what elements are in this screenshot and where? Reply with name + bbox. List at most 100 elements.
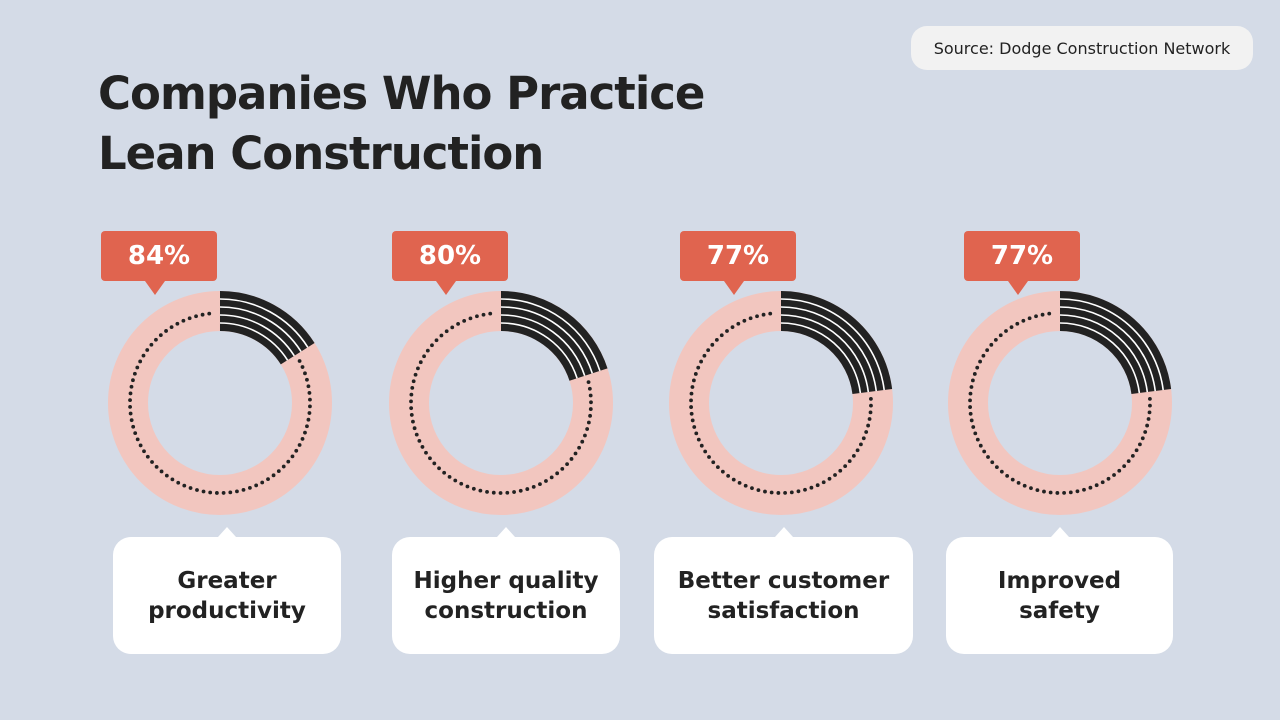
- value-dot: [306, 384, 311, 389]
- value-dot: [1027, 316, 1032, 321]
- value-dot: [719, 333, 724, 338]
- value-dot: [176, 480, 181, 485]
- value-dot: [281, 464, 286, 469]
- value-dot: [998, 333, 1003, 338]
- value-dot: [580, 439, 585, 444]
- value-dot: [129, 384, 134, 389]
- value-dot: [1048, 490, 1053, 495]
- value-dot: [970, 378, 975, 383]
- value-dot: [450, 325, 455, 330]
- value-dot: [518, 488, 523, 493]
- value-dot: [306, 417, 311, 422]
- value-dot: [968, 411, 973, 416]
- value-dot: [235, 489, 239, 494]
- value-dot: [1143, 430, 1148, 434]
- value-dot: [434, 338, 439, 343]
- value-dot: [699, 443, 704, 448]
- value-dot: [969, 385, 974, 389]
- value-dot: [978, 443, 983, 448]
- value-dot: [982, 449, 987, 454]
- arc-stripe: [219, 314, 295, 357]
- value-dot: [538, 482, 542, 487]
- value-dot: [1016, 481, 1021, 485]
- arc-stripe: [1059, 298, 1164, 391]
- value-dot: [300, 437, 305, 441]
- value-dot: [512, 490, 516, 494]
- value-dot: [424, 450, 428, 455]
- value-dot: [750, 486, 754, 491]
- value-dot: [462, 318, 467, 323]
- value-dot: [1146, 417, 1151, 421]
- value-dot: [481, 312, 486, 317]
- value-dot: [1117, 468, 1122, 473]
- value-dot: [815, 483, 820, 488]
- value-dot: [1082, 487, 1086, 492]
- value-dot: [1047, 311, 1052, 316]
- value-dot: [702, 353, 707, 358]
- value-dot: [1122, 464, 1127, 469]
- value-dot: [1075, 489, 1080, 494]
- value-dot: [138, 359, 143, 364]
- value-dot: [855, 448, 860, 453]
- value-dot: [425, 348, 430, 353]
- value-dot: [488, 311, 493, 316]
- value-dot: [720, 469, 725, 474]
- value-dot: [248, 485, 252, 490]
- value-dot: [588, 407, 593, 411]
- value-dot: [221, 491, 226, 495]
- value-dot: [266, 477, 270, 482]
- remainder-arc: [219, 291, 315, 366]
- value-dot: [859, 442, 863, 447]
- value-dot: [1068, 490, 1073, 495]
- value-dot: [303, 430, 307, 435]
- value-dot: [149, 342, 154, 347]
- value-dot: [968, 398, 972, 403]
- value-dot: [989, 342, 994, 347]
- remainder-arc: [1059, 291, 1172, 395]
- value-dot: [851, 453, 856, 458]
- value-badge: 80%: [392, 231, 508, 295]
- arc-stripe: [219, 298, 309, 348]
- value-dot: [696, 437, 701, 442]
- value-dot: [194, 314, 198, 319]
- value-dot: [742, 318, 747, 323]
- value-dot: [1140, 436, 1145, 441]
- value-dot: [1029, 486, 1033, 491]
- category-label: Higher quality construction: [392, 527, 620, 654]
- value-dot: [307, 391, 312, 395]
- value-dot: [690, 418, 695, 423]
- value-dot: [525, 487, 530, 491]
- value-dot: [182, 483, 187, 488]
- value-dot: [999, 469, 1004, 474]
- value-dot: [573, 451, 578, 456]
- value-dot: [260, 480, 265, 485]
- category-label: Better customer satisfaction: [654, 527, 913, 654]
- value-dot: [868, 410, 873, 415]
- value-dot: [763, 489, 767, 494]
- value-dot: [694, 431, 699, 436]
- value-dot: [188, 486, 193, 490]
- value-dot: [968, 391, 973, 396]
- value-dot: [207, 311, 212, 316]
- value-dot: [409, 406, 414, 411]
- value-dot: [689, 398, 693, 403]
- value-dot: [131, 424, 136, 429]
- value-dot: [827, 476, 832, 481]
- value-dot: [175, 321, 180, 326]
- value-dot: [128, 391, 133, 396]
- value-dot: [456, 321, 460, 326]
- value-dot: [1147, 410, 1152, 415]
- value-dot: [993, 337, 998, 342]
- category-label: Greater productivity: [113, 527, 341, 654]
- value-dot: [736, 321, 741, 326]
- value-dot: [869, 396, 873, 401]
- value-dot: [437, 466, 441, 471]
- value-dot: [294, 448, 299, 453]
- value-dot: [833, 473, 837, 477]
- value-dot: [505, 490, 510, 495]
- value-dot: [1035, 488, 1040, 493]
- value-dot: [585, 427, 590, 431]
- arc-stripe: [780, 306, 878, 392]
- value-dot: [1100, 480, 1105, 485]
- value-dot: [565, 462, 569, 466]
